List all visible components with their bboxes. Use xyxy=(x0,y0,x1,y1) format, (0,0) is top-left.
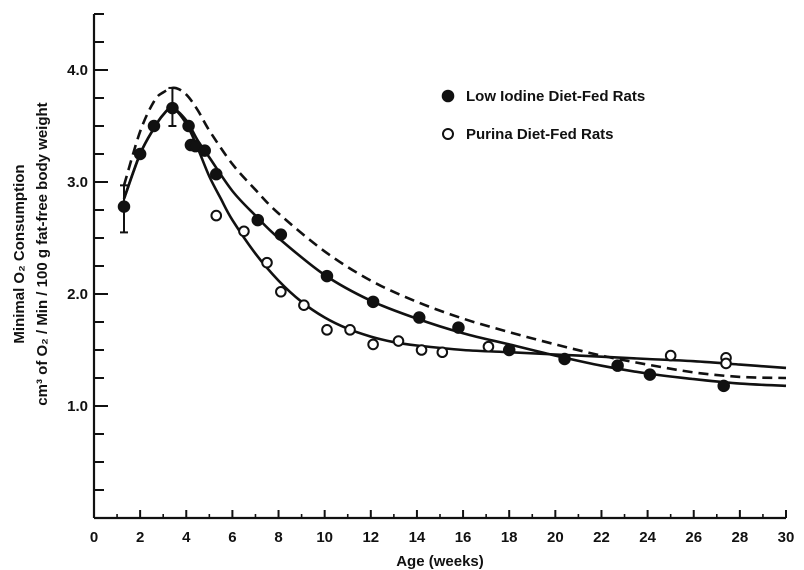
open-data-point xyxy=(720,357,732,370)
y-ticks: 1.0 2.0 3.0 4.0 xyxy=(67,13,108,491)
x-tick-label: 0 xyxy=(90,529,98,546)
filled-data-point xyxy=(210,167,223,181)
x-tick-label: 26 xyxy=(685,529,702,546)
filled-data-point xyxy=(717,379,730,393)
x-tick-label: 30 xyxy=(778,529,795,546)
legend: Low Iodine Diet-Fed Rats Purina Diet-Fed… xyxy=(441,88,645,143)
open-data-point xyxy=(344,324,356,336)
open-data-point xyxy=(664,349,677,362)
x-axis-title: Age (weeks) xyxy=(396,553,484,570)
filled-data-point xyxy=(558,352,571,366)
filled-data-point xyxy=(133,147,147,161)
x-tick-label: 4 xyxy=(182,529,191,546)
y-tick-label: 4.0 xyxy=(67,62,88,79)
x-tick-label: 2 xyxy=(136,529,144,546)
y-axis-title-line-2: cm³ of O₂ / Min / 100 g fat-free body we… xyxy=(34,102,51,405)
data-points xyxy=(117,101,732,393)
open-data-point xyxy=(436,346,449,359)
filled-data-point xyxy=(198,144,211,157)
filled-circle-marker-icon xyxy=(441,89,455,103)
open-data-point xyxy=(210,209,223,222)
x-tick-label: 16 xyxy=(455,529,472,546)
open-data-point xyxy=(367,338,379,351)
x-ticks: 0 2 4 6 8 10 12 14 16 18 20 22 24 26 28 30 xyxy=(90,510,795,546)
filled-data-point xyxy=(251,213,265,227)
legend-item-purina: Purina Diet-Fed Rats xyxy=(442,126,614,143)
open-data-point xyxy=(392,335,405,347)
x-tick-label: 18 xyxy=(501,529,518,546)
filled-data-point xyxy=(366,295,380,309)
open-data-point xyxy=(298,299,310,312)
x-tick-label: 14 xyxy=(409,529,426,546)
filled-data-point xyxy=(166,101,179,115)
axes xyxy=(92,14,786,520)
dashed-fit-curve xyxy=(122,86,787,380)
x-tick-label: 24 xyxy=(639,529,656,546)
filled-data-point xyxy=(117,200,131,213)
filled-data-point xyxy=(452,321,465,334)
x-tick-label: 6 xyxy=(228,529,236,546)
y-tick-label: 2.0 xyxy=(67,286,88,303)
y-axis-title: Minimal O₂ Consumption cm³ of O₂ / Min /… xyxy=(11,102,51,405)
filled-data-point xyxy=(412,311,426,324)
x-tick-label: 28 xyxy=(732,529,749,546)
open-data-point xyxy=(321,324,333,336)
legend-item-low-iodine: Low Iodine Diet-Fed Rats xyxy=(441,88,645,105)
open-data-point xyxy=(482,340,495,353)
filled-data-point xyxy=(611,359,624,372)
x-tick-label: 12 xyxy=(362,529,379,546)
filled-data-point xyxy=(147,119,161,133)
open-data-point xyxy=(238,225,250,238)
y-tick-label: 1.0 xyxy=(67,398,88,415)
open-data-point xyxy=(261,256,273,269)
legend-label-purina: Purina Diet-Fed Rats xyxy=(466,126,614,143)
filled-data-point xyxy=(182,119,195,133)
filled-data-point xyxy=(502,343,516,357)
filled-data-point xyxy=(274,228,288,241)
filled-data-point xyxy=(643,368,657,381)
legend-label-low-iodine: Low Iodine Diet-Fed Rats xyxy=(466,88,645,105)
x-tick-label: 22 xyxy=(593,529,610,546)
y-tick-label: 3.0 xyxy=(67,174,88,191)
x-tick-label: 10 xyxy=(316,529,333,546)
fit-curves xyxy=(122,86,787,388)
open-circle-marker-icon xyxy=(442,128,454,140)
open-data-point xyxy=(275,285,287,298)
y-axis-title-line-1: Minimal O₂ Consumption xyxy=(11,164,28,343)
x-tick-label: 8 xyxy=(274,529,282,546)
x-tick-label: 20 xyxy=(547,529,564,546)
open-data-point xyxy=(415,344,428,356)
filled-data-point xyxy=(320,269,334,283)
